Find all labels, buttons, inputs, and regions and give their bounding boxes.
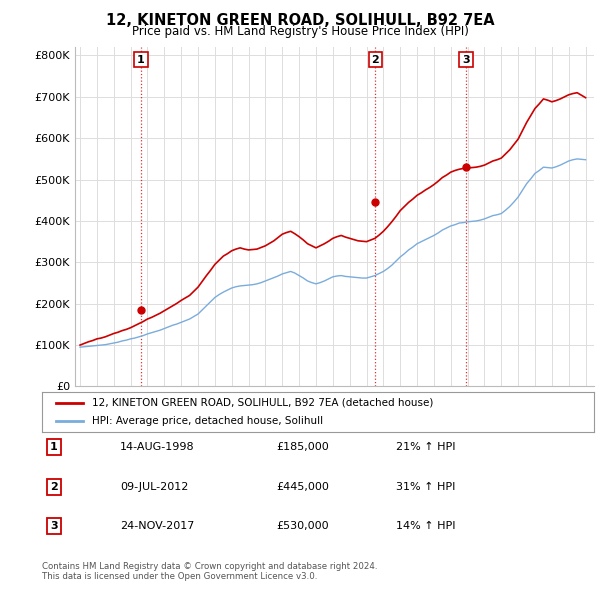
Text: 3: 3: [462, 55, 470, 65]
Text: £185,000: £185,000: [276, 442, 329, 452]
Text: 09-JUL-2012: 09-JUL-2012: [120, 482, 188, 491]
Text: 1: 1: [137, 55, 145, 65]
Text: 2: 2: [50, 482, 58, 491]
Text: 12, KINETON GREEN ROAD, SOLIHULL, B92 7EA (detached house): 12, KINETON GREEN ROAD, SOLIHULL, B92 7E…: [92, 398, 433, 408]
Text: 24-NOV-2017: 24-NOV-2017: [120, 522, 194, 531]
Text: 14% ↑ HPI: 14% ↑ HPI: [396, 522, 455, 531]
Text: HPI: Average price, detached house, Solihull: HPI: Average price, detached house, Soli…: [92, 416, 323, 426]
Text: 2: 2: [371, 55, 379, 65]
Text: Contains HM Land Registry data © Crown copyright and database right 2024.
This d: Contains HM Land Registry data © Crown c…: [42, 562, 377, 581]
Text: 3: 3: [50, 522, 58, 531]
Text: Price paid vs. HM Land Registry's House Price Index (HPI): Price paid vs. HM Land Registry's House …: [131, 25, 469, 38]
Text: 21% ↑ HPI: 21% ↑ HPI: [396, 442, 455, 452]
Text: £445,000: £445,000: [276, 482, 329, 491]
Text: 1: 1: [50, 442, 58, 452]
Text: 14-AUG-1998: 14-AUG-1998: [120, 442, 194, 452]
Text: £530,000: £530,000: [276, 522, 329, 531]
Text: 12, KINETON GREEN ROAD, SOLIHULL, B92 7EA: 12, KINETON GREEN ROAD, SOLIHULL, B92 7E…: [106, 13, 494, 28]
Text: 31% ↑ HPI: 31% ↑ HPI: [396, 482, 455, 491]
